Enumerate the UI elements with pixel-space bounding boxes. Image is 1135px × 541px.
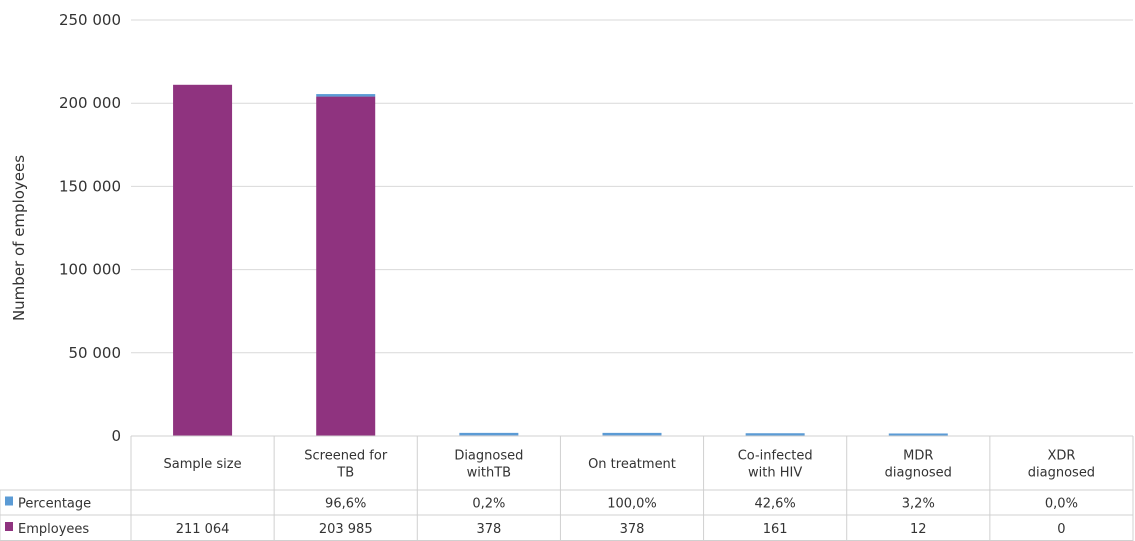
y-axis-tick-labels: 0 50 000 100 000 150 000 200 000 250 000 <box>59 11 121 445</box>
bars <box>173 84 948 437</box>
table-cell-employees: 378 <box>476 522 501 537</box>
gridlines <box>131 19 1133 354</box>
y-tick-label: 0 <box>111 427 121 445</box>
table-cell-percentage: 3,2% <box>902 497 935 512</box>
y-tick-label: 250 000 <box>59 11 121 29</box>
bar-employees <box>316 96 376 436</box>
table-cell-employees: 12 <box>910 522 927 537</box>
category-label: Sample size <box>164 457 242 472</box>
table-cell-employees: 161 <box>763 522 788 537</box>
legend-label-employees: Employees <box>18 522 89 537</box>
category-label: Screened for TB <box>304 449 388 481</box>
table-cell-percentage: 96,6% <box>325 497 366 512</box>
bar-employees <box>173 84 233 437</box>
data-table: Sample size Screened for TB Diagnosed withTB… <box>0 435 1134 541</box>
table-cell-percentage: 0,0% <box>1045 497 1078 512</box>
category-label: On treatment <box>588 457 676 472</box>
legend-label-percentage: Percentage <box>18 497 91 512</box>
bar-percentage <box>745 433 805 436</box>
legend-swatch-percentage <box>5 496 13 506</box>
bar-percentage <box>602 432 662 436</box>
table-cell-percentage: 42,6% <box>754 497 795 512</box>
legend-swatch-employees <box>5 522 13 531</box>
y-tick-label: 50 000 <box>69 344 122 362</box>
table-cell-percentage: 0,2% <box>472 497 505 512</box>
table-cell-employees: 211 064 <box>176 522 230 537</box>
category-label: Co-infected with HIV <box>738 449 813 481</box>
bar-percentage <box>316 94 376 97</box>
table-cell-employees: 378 <box>620 522 645 537</box>
table-cell-employees: 203 985 <box>319 522 373 537</box>
bar-percentage <box>459 432 519 436</box>
category-label: MDR diagnosed <box>885 449 952 481</box>
category-label: Diagnosed withTB <box>454 449 523 481</box>
y-axis-title: Number of employees <box>10 155 28 321</box>
y-tick-label: 200 000 <box>59 94 121 112</box>
bar-percentage <box>888 433 948 436</box>
y-tick-label: 150 000 <box>59 177 121 195</box>
table-cell-percentage: 100,0% <box>607 497 657 512</box>
y-tick-label: 100 000 <box>59 261 121 279</box>
category-label: XDR diagnosed <box>1028 449 1095 481</box>
table-cell-employees: 0 <box>1057 522 1065 537</box>
